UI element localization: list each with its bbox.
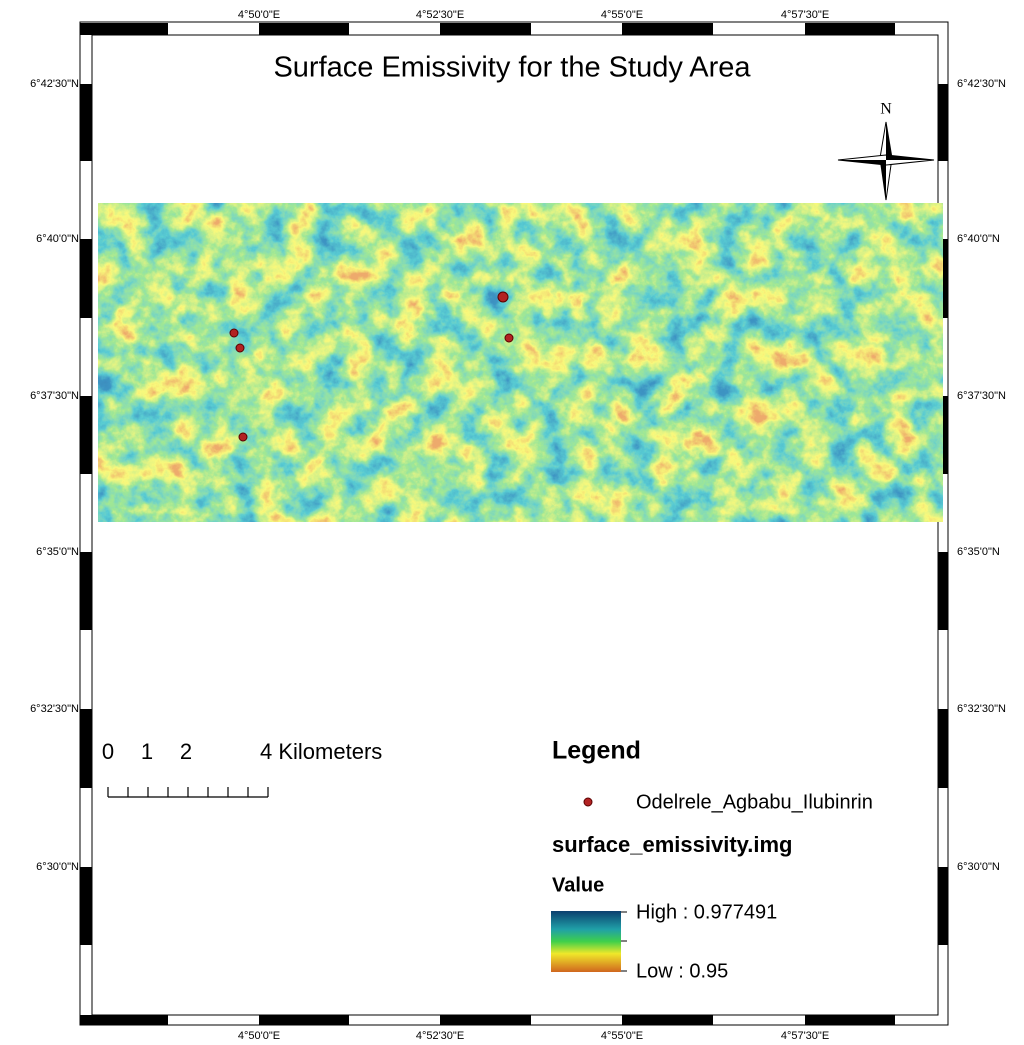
neatline [79, 21, 949, 1026]
latitude-label: 6°37'30"N [30, 390, 79, 402]
emissivity-raster [98, 203, 943, 522]
longitude-label: 4°52'30"E [416, 9, 464, 21]
latitude-label: 6°40'0"N [36, 233, 79, 245]
scale-bar: 0 1 2 4 Kilometers [102, 739, 382, 798]
sample-points [229, 291, 514, 442]
latitude-label: 6°32'30"N [957, 703, 1006, 715]
legend-title: Legend [552, 737, 641, 765]
latitude-label: 6°40'0"N [957, 233, 1000, 245]
scale-label: 1 [141, 739, 153, 764]
legend-entry: Odelrele_Agbabu_Ilubinrin [636, 791, 873, 813]
longitude-label: 4°55'0"E [601, 9, 643, 21]
scale-label: 2 [180, 739, 192, 764]
scale-label: 0 [102, 739, 114, 764]
latitude-label: 6°35'0"N [36, 546, 79, 558]
latitude-label: 6°32'30"N [30, 703, 79, 715]
latitude-label: 6°30'0"N [957, 861, 1000, 873]
legend-low: Low : 0.95 [636, 960, 728, 982]
longitude-label: 4°52'30"E [416, 1030, 464, 1042]
longitude-label: 4°50'0"E [238, 9, 280, 21]
longitude-label: 4°55'0"E [601, 1030, 643, 1042]
longitude-label: 4°50'0"E [238, 1030, 280, 1042]
legend-high: High : 0.977491 [636, 901, 777, 923]
legend-heading: Value [552, 874, 604, 896]
latitude-label: 6°37'30"N [957, 390, 1006, 402]
latitude-label: 6°42'30"N [957, 78, 1006, 90]
north-label: N [880, 101, 892, 118]
latitude-label: 6°35'0"N [957, 546, 1000, 558]
latitude-label: 6°30'0"N [36, 861, 79, 873]
color-ramp [551, 911, 621, 972]
latitude-label: 6°42'30"N [30, 78, 79, 90]
legend: Legend Odelrele_Agbabu_Ilubinrin surface… [551, 737, 873, 982]
map-title: Surface Emissivity for the Study Area [273, 52, 751, 84]
scale-label: 4 Kilometers [260, 739, 382, 764]
legend-layer: surface_emissivity.img [552, 832, 793, 857]
longitude-label: 4°57'30"E [781, 9, 829, 21]
north-arrow: N [837, 101, 935, 201]
longitude-label: 4°57'30"E [781, 1030, 829, 1042]
